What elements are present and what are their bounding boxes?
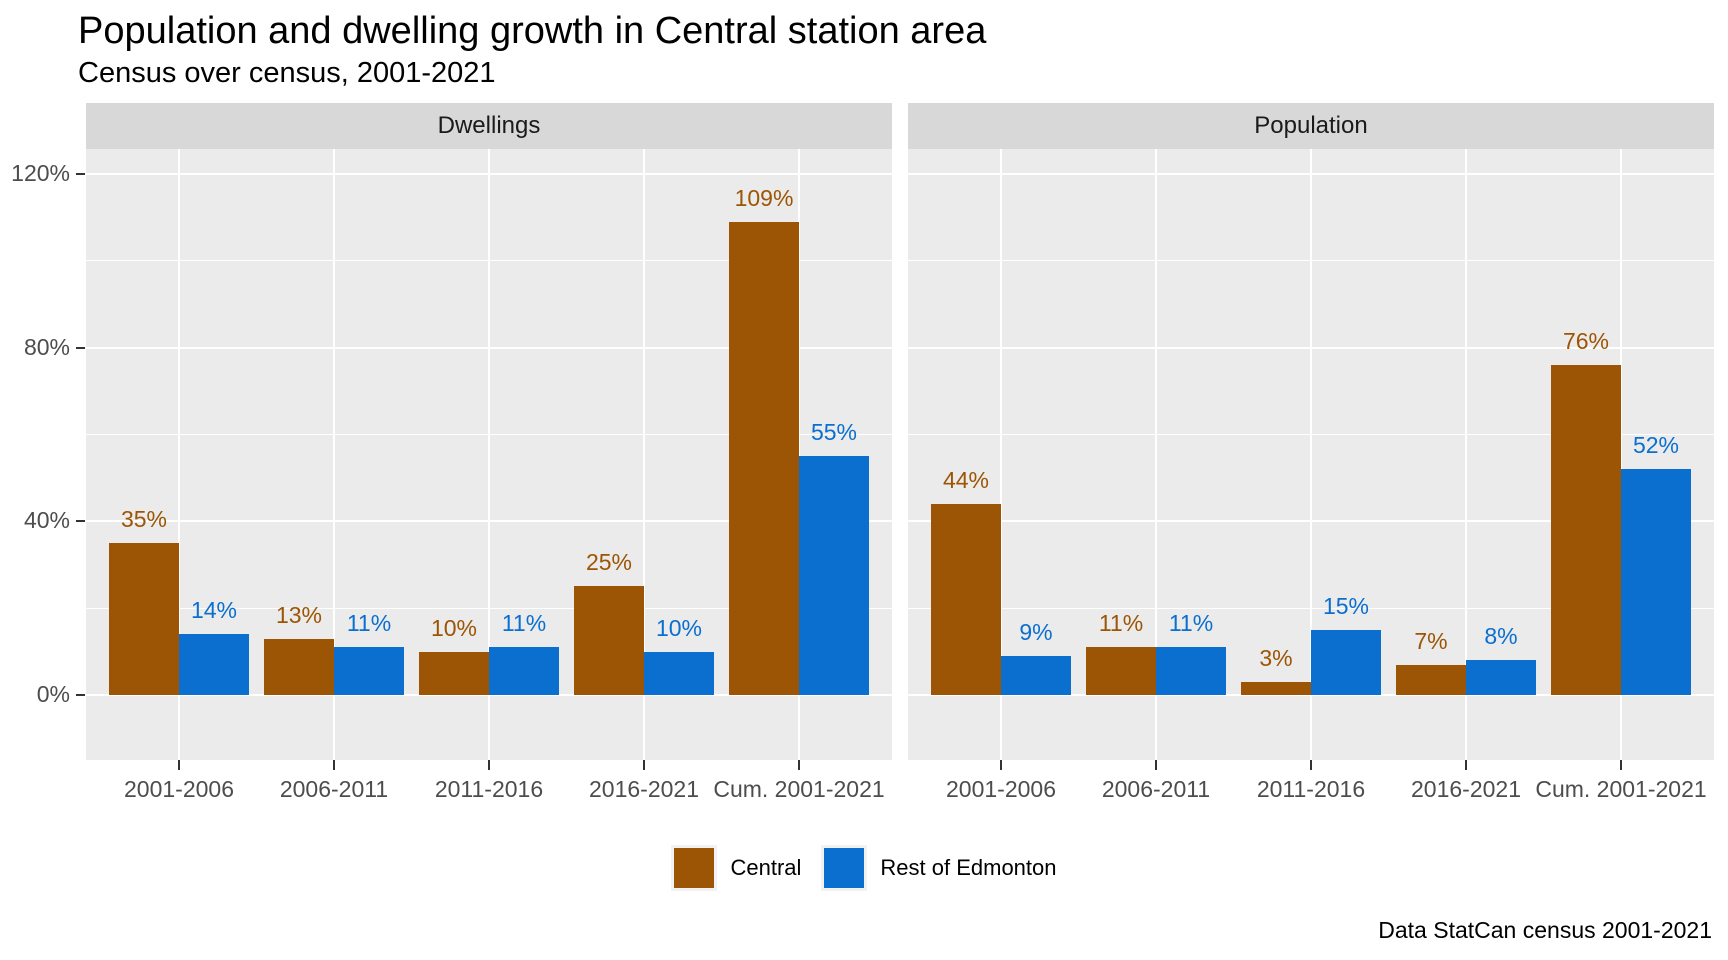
y-axis-tick [76, 346, 85, 349]
facet-panel: 35% 14% 13% 11% 10% 11% 25% 10% 109% 55% [86, 149, 892, 760]
bar-value-label: 76% [1562, 328, 1610, 355]
x-axis-tick-label: 2001-2006 [946, 776, 1056, 802]
bar-central [1086, 647, 1156, 695]
y-axis-tick [76, 520, 85, 523]
bar-value-label: 52% [1632, 432, 1680, 459]
legend-label: Central [730, 855, 802, 880]
x-axis-tick [178, 760, 180, 770]
bar-central [1396, 664, 1466, 695]
gridline-vertical-major [643, 149, 645, 760]
bar-value-label: 25% [585, 549, 633, 576]
plot-subtitle: Census over census, 2001-2021 [78, 57, 496, 89]
bar-value-label: 15% [1322, 592, 1370, 619]
y-axis-tick-label: 120% [11, 159, 70, 186]
legend-item: Rest of Edmonton [821, 845, 1057, 891]
gridline-vertical-major [798, 149, 800, 760]
x-axis-tick [1310, 760, 1312, 770]
x-axis-tick-label: 2006-2011 [279, 776, 389, 802]
bar-central [1551, 365, 1621, 695]
y-axis-tick [76, 172, 85, 175]
bar-rest [1466, 660, 1536, 695]
bar-value-label: 35% [120, 506, 168, 533]
gridline-vertical-major [1620, 149, 1622, 760]
gridline-vertical-major [333, 149, 335, 760]
y-axis-tick-label: 40% [23, 507, 70, 534]
y-axis-tick [76, 694, 85, 696]
bar-value-label: 11% [346, 610, 392, 637]
bar-central [931, 503, 1001, 695]
bar-central [109, 543, 179, 695]
bar-value-label: 9% [1019, 618, 1053, 645]
legend-key-swatch [821, 845, 868, 891]
bar-value-label: 11% [1168, 610, 1214, 637]
x-axis-tick [488, 760, 490, 770]
x-axis-tick [1620, 760, 1622, 770]
gridline-vertical-major [488, 149, 490, 760]
x-axis-tick [1000, 760, 1002, 770]
bar-value-label: 13% [275, 601, 323, 628]
bar-central [419, 651, 489, 695]
x-axis-tick-label: 2016-2021 [1411, 776, 1521, 802]
x-axis-tick-label: 2016-2021 [589, 776, 699, 802]
x-axis-tick [1465, 760, 1467, 770]
facet-strip-label: Population [1254, 112, 1368, 139]
bar-value-label: 7% [1414, 627, 1448, 654]
bar-value-label: 44% [942, 466, 990, 493]
x-axis-tick [643, 760, 645, 770]
bar-rest [179, 634, 249, 695]
facet-strip: Population [908, 103, 1714, 149]
bar-rest [489, 647, 559, 695]
bar-rest [799, 456, 869, 695]
bar-value-label: 14% [190, 597, 238, 624]
gridline-vertical-major [1155, 149, 1157, 760]
x-axis-tick-label: Cum. 2001-2021 [713, 776, 885, 802]
legend-key-swatch [671, 845, 718, 891]
plot-caption: Data StatCan census 2001-2021 [1378, 917, 1712, 943]
legend-label: Rest of Edmonton [880, 855, 1057, 880]
x-axis-tick [333, 760, 335, 770]
bar-value-label: 8% [1484, 623, 1518, 650]
gridline-vertical-major [1000, 149, 1002, 760]
x-axis-tick [1155, 760, 1157, 770]
bar-central [729, 221, 799, 695]
bar-value-label: 10% [655, 614, 703, 641]
bar-central [574, 586, 644, 695]
bar-central [264, 638, 334, 695]
bar-value-label: 11% [1098, 610, 1144, 637]
gridline-vertical-major [1465, 149, 1467, 760]
gridline-vertical-major [178, 149, 180, 760]
bar-rest [1311, 629, 1381, 695]
bar-rest [1621, 469, 1691, 695]
facet-strip-label: Dwellings [437, 112, 541, 139]
legend-item: Central [671, 845, 801, 891]
x-axis-tick-label: Cum. 2001-2021 [1535, 776, 1707, 802]
x-axis-tick-label: 2011-2016 [1256, 776, 1366, 802]
x-axis-tick [798, 760, 800, 770]
y-axis-tick-label: 0% [36, 681, 70, 707]
facet-strip: Dwellings [86, 103, 892, 149]
facet-panel: 44% 9% 11% 11% 3% 15% 7% 8% 76% 52% [908, 149, 1714, 760]
x-axis-tick-label: 2006-2011 [1101, 776, 1211, 802]
bar-value-label: 109% [734, 184, 794, 211]
x-axis-tick-label: 2001-2006 [124, 776, 234, 802]
bar-rest [334, 647, 404, 695]
bar-central [1241, 681, 1311, 695]
bar-value-label: 11% [501, 610, 547, 637]
bar-rest [1001, 655, 1071, 695]
plot-title: Population and dwelling growth in Centra… [78, 10, 987, 52]
bar-value-label: 3% [1259, 644, 1293, 671]
x-axis-tick-label: 2011-2016 [434, 776, 544, 802]
bar-rest [644, 651, 714, 695]
bar-rest [1156, 647, 1226, 695]
bar-value-label: 10% [430, 614, 478, 641]
y-axis-tick-label: 80% [23, 333, 70, 360]
bar-value-label: 55% [810, 419, 858, 446]
legend: Central Rest of Edmonton [0, 845, 1728, 891]
gridline-vertical-major [1310, 149, 1312, 760]
